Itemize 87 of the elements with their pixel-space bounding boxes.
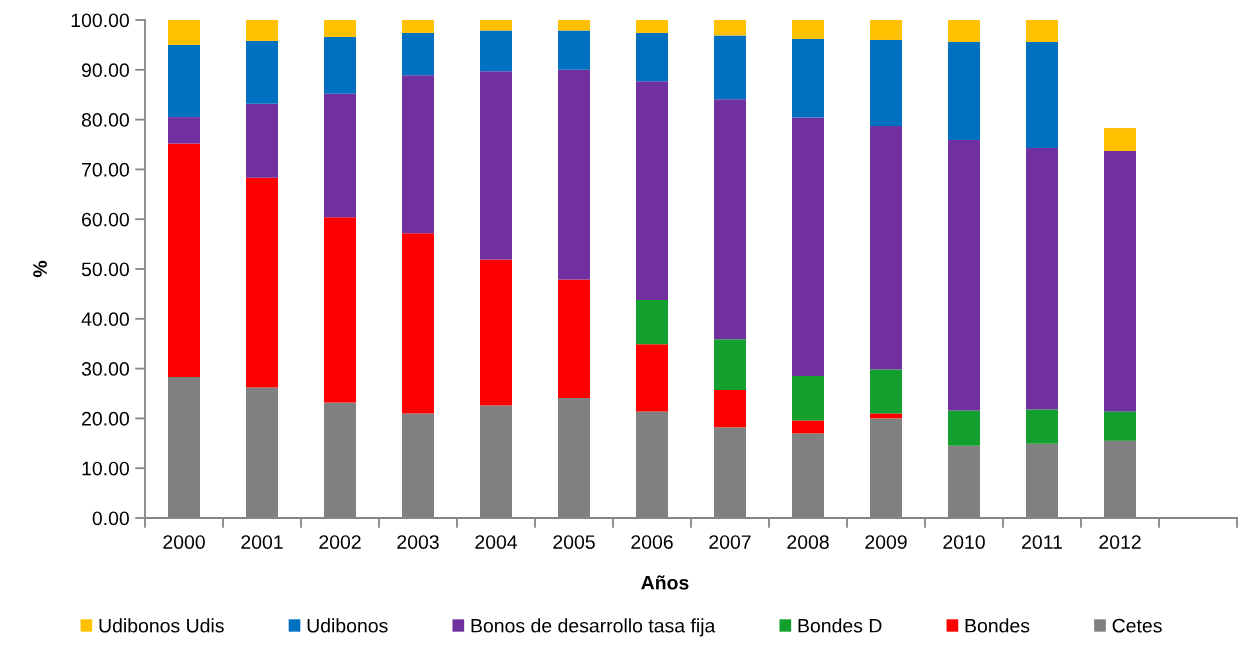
y-tick-label: 50.00	[81, 262, 129, 277]
bar	[1026, 147, 1058, 410]
y-tick-label: 90.00	[81, 63, 129, 78]
bar	[324, 36, 356, 94]
bar	[636, 32, 668, 82]
x-tick-label: 2012	[1099, 535, 1141, 549]
x-tick-label: 2010	[943, 535, 985, 549]
bar	[636, 344, 668, 412]
y-tick-label: 10.00	[82, 461, 129, 476]
y-tick-label: 60.00	[82, 212, 129, 227]
bar	[792, 117, 824, 377]
bar	[480, 30, 512, 72]
y-tick-label: 80.00	[81, 113, 129, 127]
bar	[246, 40, 278, 104]
bar	[402, 233, 434, 414]
bar	[870, 20, 902, 40]
bar	[558, 69, 590, 280]
bar	[246, 103, 278, 178]
bar	[1026, 41, 1058, 148]
bar	[558, 30, 590, 70]
bar	[480, 259, 512, 406]
bar	[1104, 411, 1136, 441]
bar	[324, 93, 356, 218]
bar	[480, 71, 512, 260]
bar	[792, 20, 824, 39]
bar	[1104, 128, 1136, 151]
bar	[792, 38, 824, 118]
y-tick-label: 20.00	[82, 411, 129, 426]
bar	[870, 413, 902, 419]
bar	[948, 20, 980, 42]
y-tick-label: 40.00	[81, 312, 129, 327]
y-tick-label: 30.00	[81, 362, 129, 376]
bar	[558, 20, 590, 31]
bar	[168, 20, 200, 45]
bar	[1104, 150, 1136, 412]
bar	[636, 20, 668, 33]
bar	[1026, 20, 1058, 42]
bar	[714, 20, 746, 36]
bar	[636, 81, 668, 300]
x-tick-label: 2007	[709, 535, 751, 549]
bar	[714, 390, 746, 428]
bar	[168, 117, 200, 144]
bar	[246, 20, 278, 41]
bar	[1026, 409, 1058, 444]
x-tick-label: 2004	[475, 535, 518, 549]
bar	[402, 75, 434, 234]
bar	[558, 279, 590, 398]
legend-label: Bondes D	[798, 618, 882, 633]
x-tick-label: 2002	[319, 535, 361, 549]
bar	[168, 44, 200, 118]
x-tick-label: 2001	[241, 535, 283, 549]
legend-label: Cetes	[1112, 618, 1162, 633]
bar	[402, 32, 434, 76]
bar	[714, 339, 746, 391]
x-tick-label: 2009	[865, 535, 907, 549]
bar	[324, 217, 356, 403]
bar	[714, 99, 746, 340]
bar	[948, 140, 980, 411]
y-tick-label: 70.00	[82, 162, 129, 177]
x-tick-label: 2005	[553, 535, 595, 549]
x-tick-label: 2011	[1022, 535, 1062, 549]
legend-label: Udibonos Udis	[99, 618, 224, 633]
y-axis-title: %	[33, 260, 47, 278]
bar	[948, 41, 980, 141]
bar	[870, 369, 902, 414]
bar	[714, 35, 746, 100]
bar	[948, 410, 980, 446]
legend-label: Bonos de desarrollo tasa fija	[471, 618, 716, 637]
x-tick-label: 2003	[397, 535, 439, 549]
legend-label: Udibonos	[307, 618, 388, 633]
bar	[402, 20, 434, 33]
bar	[870, 39, 902, 127]
y-tick-label: 0.00	[92, 511, 129, 526]
bar	[246, 177, 278, 388]
bar	[324, 20, 356, 37]
x-tick-label: 2008	[787, 535, 829, 549]
bar	[480, 20, 512, 31]
bar	[792, 376, 824, 421]
y-tick-label: 100.00	[71, 13, 129, 28]
bar	[636, 299, 668, 345]
x-tick-label: 2000	[163, 535, 205, 549]
x-axis-title: Años	[641, 575, 689, 590]
x-tick-label: 2006	[631, 535, 673, 549]
bar	[792, 420, 824, 434]
bar	[168, 143, 200, 378]
bar	[870, 126, 902, 370]
legend-label: Bondes	[965, 618, 1030, 633]
